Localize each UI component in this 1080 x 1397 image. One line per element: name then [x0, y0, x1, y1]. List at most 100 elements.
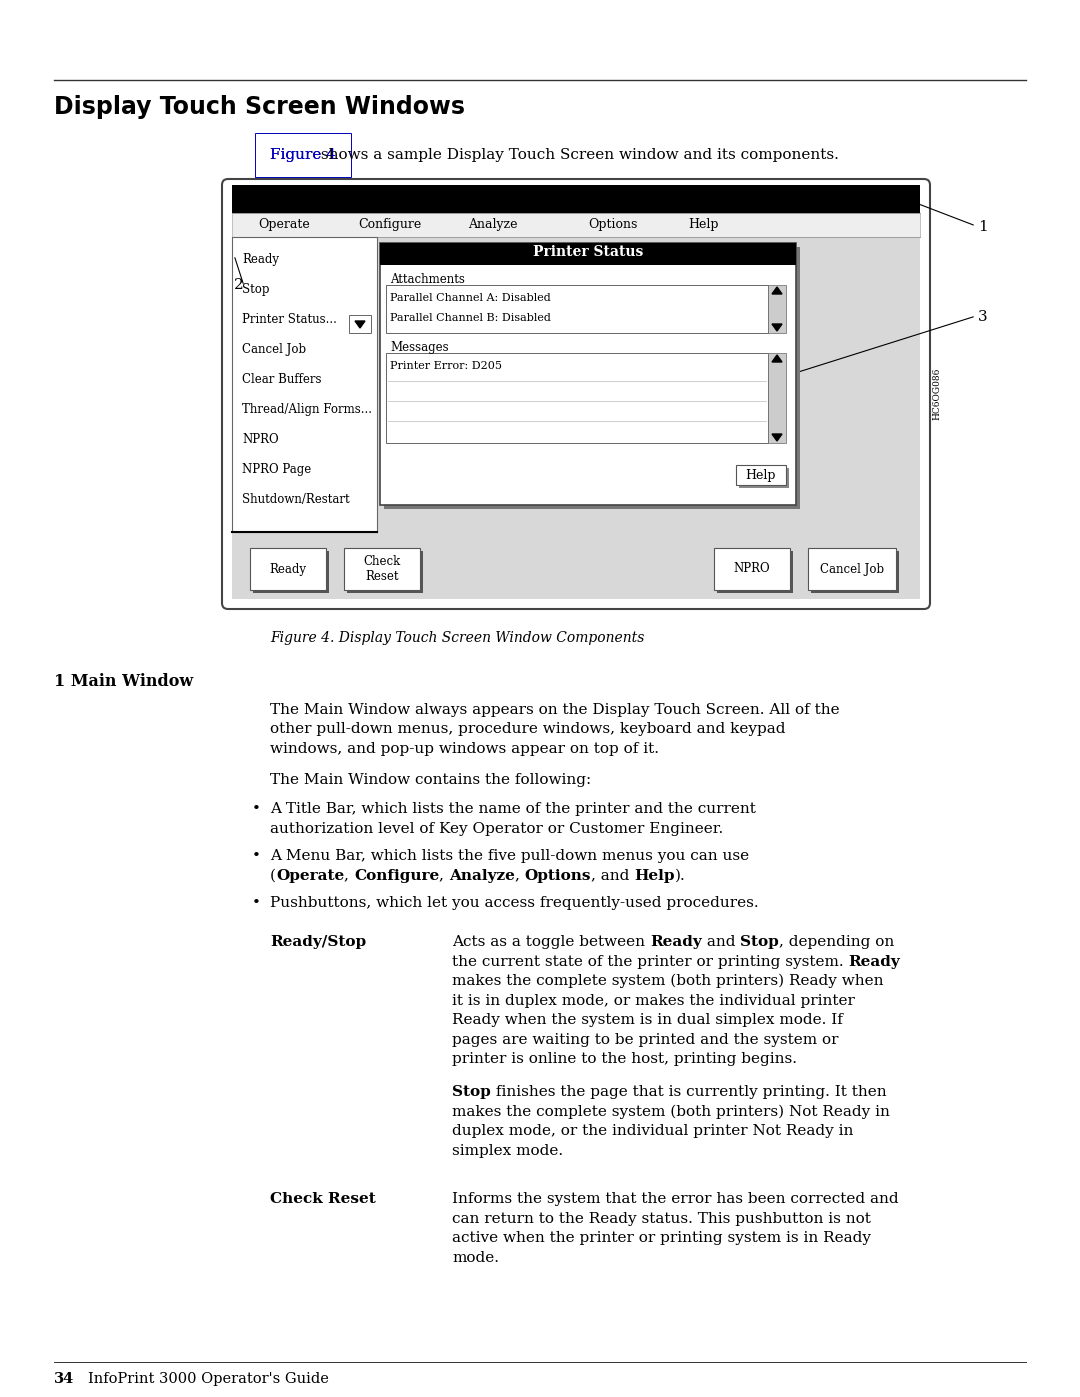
- Text: Operate: Operate: [276, 869, 345, 883]
- Text: NPRO Page: NPRO Page: [242, 462, 311, 476]
- Text: ,: ,: [345, 869, 354, 883]
- Text: ).: ).: [675, 869, 686, 883]
- Text: Configure: Configure: [354, 869, 440, 883]
- Bar: [386, 353, 768, 443]
- Bar: [717, 550, 793, 592]
- Bar: [253, 550, 329, 592]
- Bar: [768, 353, 786, 443]
- Text: , and: , and: [591, 869, 634, 883]
- Text: A Menu Bar, which lists the five pull-down menus you can use: A Menu Bar, which lists the five pull-do…: [270, 849, 750, 863]
- Text: NPRO: NPRO: [242, 433, 279, 446]
- Text: The Main Window always appears on the Display Touch Screen. All of the: The Main Window always appears on the Di…: [270, 703, 839, 717]
- Text: Cancel Job: Cancel Job: [820, 563, 885, 576]
- Bar: [347, 550, 423, 592]
- Text: 1 Main Window: 1 Main Window: [54, 673, 193, 690]
- Text: Ready: Ready: [650, 935, 702, 949]
- Text: •: •: [252, 849, 261, 863]
- Text: Informs the system that the error has been corrected and: Informs the system that the error has be…: [453, 1193, 899, 1207]
- Text: Options: Options: [525, 869, 591, 883]
- Text: Shutdown/Restart: Shutdown/Restart: [242, 493, 350, 506]
- Text: 35 Feet: 35 Feet: [383, 374, 422, 383]
- Text: Acts as a toggle between: Acts as a toggle between: [453, 935, 650, 949]
- Text: duplex mode, or the individual printer Not Ready in: duplex mode, or the individual printer N…: [453, 1125, 853, 1139]
- Text: 1: 1: [978, 219, 988, 235]
- Text: A Title Bar, which lists the name of the printer and the current: A Title Bar, which lists the name of the…: [270, 802, 756, 816]
- Text: 2: 2: [234, 278, 244, 292]
- Text: 3: 3: [978, 310, 987, 324]
- Bar: [386, 285, 768, 332]
- Text: Help: Help: [688, 218, 718, 231]
- Text: Parallel Channel A: Disabled: Parallel Channel A: Disabled: [390, 293, 551, 303]
- Text: Parallel Channel B: Disabled: Parallel Channel B: Disabled: [390, 313, 551, 323]
- Text: Ready: Ready: [270, 563, 307, 576]
- Text: Ready: Ready: [242, 253, 279, 265]
- Text: Figure 4: Figure 4: [270, 148, 336, 162]
- Text: Ready: Ready: [849, 954, 901, 968]
- Text: Stop: Stop: [242, 284, 270, 296]
- Text: printer is online to the host, printing begins.: printer is online to the host, printing …: [453, 1052, 797, 1066]
- Bar: [768, 285, 786, 332]
- Text: Printer Status: Printer Status: [532, 244, 644, 258]
- Text: windows, and pop-up windows appear on top of it.: windows, and pop-up windows appear on to…: [270, 742, 659, 756]
- Text: and: and: [702, 935, 740, 949]
- Bar: [232, 237, 377, 532]
- Text: Check
Reset: Check Reset: [363, 555, 401, 583]
- Text: , depending on: , depending on: [779, 935, 894, 949]
- Text: Cancel Job: Cancel Job: [242, 344, 306, 356]
- Text: Options: Options: [588, 218, 637, 231]
- Text: Attachments: Attachments: [390, 272, 464, 286]
- Text: authorization level of Key Operator or Customer Engineer.: authorization level of Key Operator or C…: [270, 821, 724, 835]
- Bar: [714, 548, 789, 590]
- Text: 34: 34: [54, 1372, 75, 1386]
- Text: Ready/Stop: Ready/Stop: [270, 935, 366, 949]
- Bar: [345, 548, 420, 590]
- Text: nabled: nabled: [383, 307, 419, 317]
- Text: Analyze: Analyze: [449, 869, 515, 883]
- Text: •: •: [252, 802, 261, 816]
- Text: simplex mode.: simplex mode.: [453, 1144, 563, 1158]
- Text: makes the complete system (both printers) Not Ready in: makes the complete system (both printers…: [453, 1105, 890, 1119]
- Bar: [380, 243, 796, 265]
- Text: finishes the page that is currently printing. It then: finishes the page that is currently prin…: [490, 1085, 887, 1099]
- Text: The Main Window contains the following:: The Main Window contains the following:: [270, 773, 591, 787]
- Polygon shape: [772, 355, 782, 362]
- Bar: [379, 292, 455, 393]
- Text: Messages: Messages: [390, 341, 448, 353]
- Text: makes the complete system (both printers) Ready when: makes the complete system (both printers…: [453, 974, 883, 989]
- Text: Ready when the system is in dual simplex mode. If: Ready when the system is in dual simplex…: [453, 1013, 842, 1027]
- Text: active when the printer or printing system is in Ready: active when the printer or printing syst…: [453, 1231, 870, 1246]
- Text: Feet: Feet: [383, 352, 406, 360]
- Bar: [232, 237, 920, 599]
- Text: Printer Error: D205: Printer Error: D205: [390, 360, 502, 372]
- Text: mode.: mode.: [453, 1250, 499, 1264]
- Text: NPRO: NPRO: [733, 563, 770, 576]
- Text: Display Touch Screen Windows: Display Touch Screen Windows: [54, 95, 465, 119]
- Text: •: •: [252, 895, 261, 909]
- Polygon shape: [772, 286, 782, 293]
- Text: Pushbuttons, which let you access frequently-used procedures.: Pushbuttons, which let you access freque…: [270, 895, 758, 909]
- Polygon shape: [772, 324, 782, 331]
- Polygon shape: [772, 434, 782, 441]
- Text: Analyze: Analyze: [468, 218, 517, 231]
- Bar: [232, 184, 920, 212]
- Text: Figure 4. Display Touch Screen Window Components: Figure 4. Display Touch Screen Window Co…: [270, 631, 645, 645]
- Text: shows a sample Display Touch Screen window and its components.: shows a sample Display Touch Screen wind…: [316, 148, 839, 162]
- Bar: [739, 468, 789, 488]
- Text: Printer Status...: Printer Status...: [242, 313, 337, 326]
- Bar: [249, 548, 326, 590]
- Text: Operate: Operate: [258, 218, 310, 231]
- Text: Stop: Stop: [740, 935, 779, 949]
- Text: the current state of the printer or printing system.: the current state of the printer or prin…: [453, 954, 849, 968]
- Text: 35 Feet: 35 Feet: [383, 330, 422, 339]
- Text: (: (: [270, 869, 276, 883]
- Text: Help: Help: [634, 869, 675, 883]
- Text: can return to the Ready status. This pushbutton is not: can return to the Ready status. This pus…: [453, 1213, 870, 1227]
- Bar: [811, 550, 899, 592]
- Polygon shape: [355, 321, 365, 328]
- FancyBboxPatch shape: [222, 179, 930, 609]
- Text: Stop: Stop: [453, 1085, 490, 1099]
- Text: Clear Buffers: Clear Buffers: [242, 373, 322, 386]
- Text: pages are waiting to be printed and the system or: pages are waiting to be printed and the …: [453, 1032, 838, 1046]
- Bar: [735, 465, 786, 485]
- Text: Figure 4: Figure 4: [270, 148, 336, 162]
